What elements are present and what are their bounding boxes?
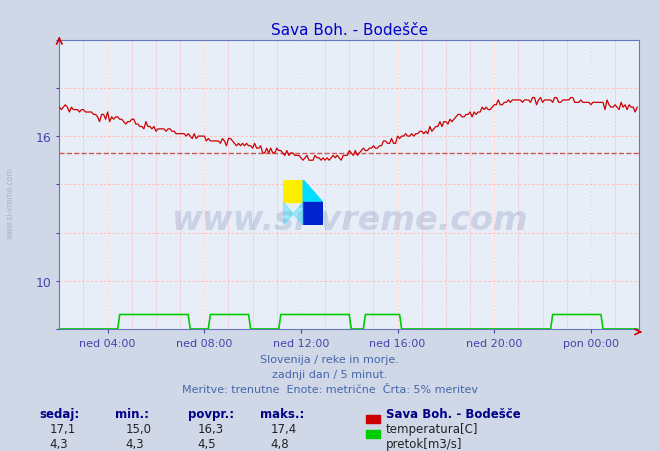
Text: povpr.:: povpr.:: [188, 407, 234, 420]
Text: zadnji dan / 5 minut.: zadnji dan / 5 minut.: [272, 369, 387, 379]
Text: sedaj:: sedaj:: [40, 407, 80, 420]
Text: www.si-vreme.com: www.si-vreme.com: [5, 167, 14, 239]
Polygon shape: [283, 180, 303, 203]
Text: 16,3: 16,3: [198, 422, 224, 435]
Text: 4,3: 4,3: [49, 437, 68, 450]
Text: min.:: min.:: [115, 407, 150, 420]
Text: Sava Boh. - Bodešče: Sava Boh. - Bodešče: [386, 407, 520, 420]
Polygon shape: [283, 203, 303, 226]
Polygon shape: [303, 203, 323, 226]
Text: maks.:: maks.:: [260, 407, 304, 420]
Text: Meritve: trenutne  Enote: metrične  Črta: 5% meritev: Meritve: trenutne Enote: metrične Črta: …: [181, 384, 478, 394]
Text: 4,3: 4,3: [125, 437, 144, 450]
Title: Sava Boh. - Bodešče: Sava Boh. - Bodešče: [271, 23, 428, 38]
Text: 4,5: 4,5: [198, 437, 216, 450]
Text: 17,1: 17,1: [49, 422, 76, 435]
Text: 4,8: 4,8: [270, 437, 289, 450]
Text: Slovenija / reke in morje.: Slovenija / reke in morje.: [260, 354, 399, 364]
Text: 15,0: 15,0: [125, 422, 151, 435]
Polygon shape: [303, 180, 323, 203]
Text: www.si-vreme.com: www.si-vreme.com: [171, 203, 528, 236]
Text: pretok[m3/s]: pretok[m3/s]: [386, 437, 462, 450]
Text: 17,4: 17,4: [270, 422, 297, 435]
Text: temperatura[C]: temperatura[C]: [386, 422, 478, 435]
